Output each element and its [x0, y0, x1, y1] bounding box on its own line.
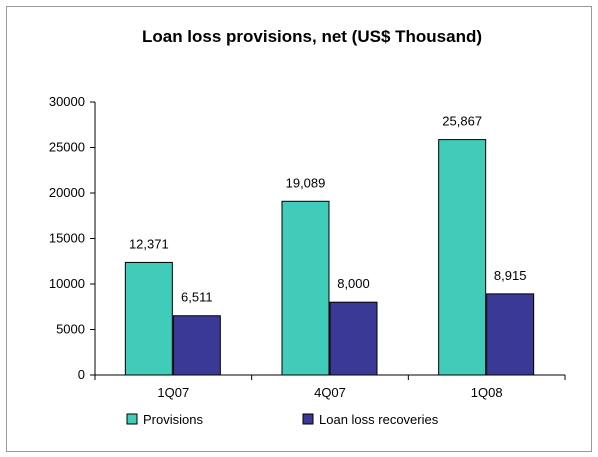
bar-provisions	[281, 200, 330, 376]
x-tick-label: 4Q07	[314, 385, 346, 400]
data-label: 8,915	[494, 268, 527, 283]
legend-swatch	[302, 413, 314, 425]
legend-label: Provisions	[143, 412, 203, 427]
y-tick-label: 10000	[49, 276, 85, 291]
bar-loan-loss-recoveries	[172, 315, 221, 376]
legend-swatch	[126, 413, 138, 425]
bars: 12,371 19,089 25,867 6,511 8,000 8,915	[124, 114, 535, 376]
bar-loan-loss-recoveries	[486, 293, 535, 376]
bar-loan-loss-recoveries	[329, 301, 378, 376]
legend-label: Loan loss recoveries	[319, 412, 439, 427]
bar-provisions	[124, 261, 173, 376]
y-tick-label: 25000	[49, 140, 85, 155]
y-tick-label: 30000	[49, 94, 85, 109]
data-label: 8,000	[337, 276, 370, 291]
y-tick-label: 15000	[49, 231, 85, 246]
legend: Provisions Loan loss recoveries	[126, 412, 439, 427]
data-label: 6,511	[181, 290, 213, 305]
x-tick-label: 1Q07	[157, 385, 189, 400]
y-tick-label: 5000	[56, 322, 85, 337]
chart-title: Loan loss provisions, net (US$ Thousand)	[142, 27, 482, 46]
data-label: 12,371	[129, 236, 169, 251]
x-tick-label: 1Q08	[471, 385, 503, 400]
data-label: 25,867	[442, 114, 482, 129]
bar-provisions	[438, 139, 487, 376]
data-label: 19,089	[286, 175, 326, 190]
y-tick-label: 20000	[49, 185, 85, 200]
y-tick-label: 0	[78, 367, 85, 382]
